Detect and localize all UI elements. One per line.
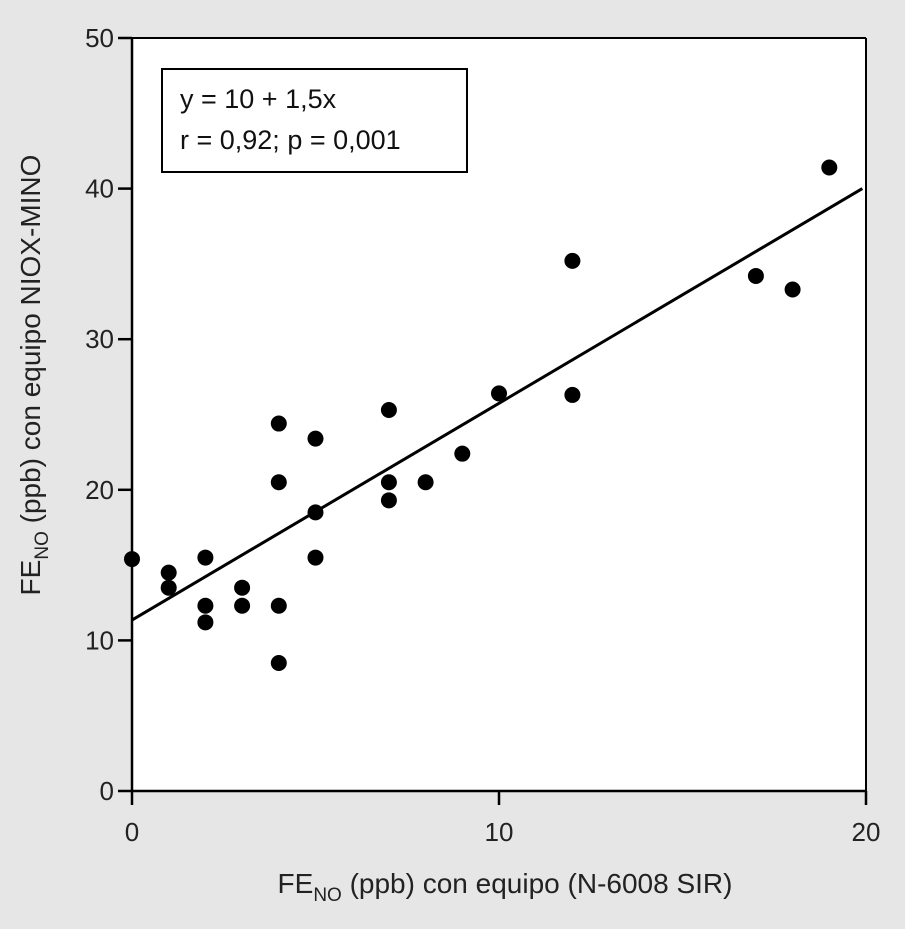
regression-line bbox=[131, 187, 864, 622]
data-point bbox=[307, 430, 324, 447]
x-tick-label: 0 bbox=[125, 817, 139, 847]
data-point bbox=[821, 159, 838, 176]
y-tick-label: 30 bbox=[85, 324, 114, 354]
y-axis-label: FENO (ppb) con equipo NIOX-MINO bbox=[15, 155, 53, 596]
y-tick-label: 50 bbox=[85, 23, 114, 53]
data-point bbox=[417, 474, 434, 491]
data-point bbox=[160, 579, 177, 596]
data-point bbox=[380, 401, 397, 418]
x-tick-label: 20 bbox=[852, 817, 881, 847]
y-tick-label: 20 bbox=[85, 475, 114, 505]
data-point bbox=[270, 474, 287, 491]
data-point bbox=[784, 281, 801, 298]
data-point bbox=[564, 252, 581, 269]
data-point bbox=[197, 614, 214, 631]
data-point bbox=[454, 445, 471, 462]
data-point bbox=[564, 386, 581, 403]
data-point bbox=[197, 597, 214, 614]
data-point bbox=[270, 415, 287, 432]
data-point bbox=[234, 597, 251, 614]
data-point bbox=[307, 549, 324, 566]
data-point bbox=[747, 267, 764, 284]
annotation-stats: r = 0,92; p = 0,001 bbox=[180, 125, 401, 155]
data-point bbox=[197, 549, 214, 566]
data-point bbox=[270, 654, 287, 671]
x-tick-label: 10 bbox=[485, 817, 514, 847]
y-tick-label: 40 bbox=[85, 174, 114, 204]
x-axis-label: FENO (ppb) con equipo (N-6008 SIR) bbox=[278, 868, 733, 906]
annotation-equation: y = 10 + 1,5x bbox=[180, 84, 337, 114]
data-point bbox=[380, 492, 397, 509]
data-point bbox=[491, 385, 507, 402]
data-point bbox=[307, 504, 324, 521]
y-tick-label: 10 bbox=[85, 625, 114, 655]
y-tick-label: 0 bbox=[100, 776, 114, 806]
data-point bbox=[234, 579, 251, 596]
data-point bbox=[380, 474, 397, 491]
data-point bbox=[160, 564, 177, 581]
annotation-box: y = 10 + 1,5x r = 0,92; p = 0,001 bbox=[161, 68, 468, 173]
data-point bbox=[270, 597, 287, 614]
